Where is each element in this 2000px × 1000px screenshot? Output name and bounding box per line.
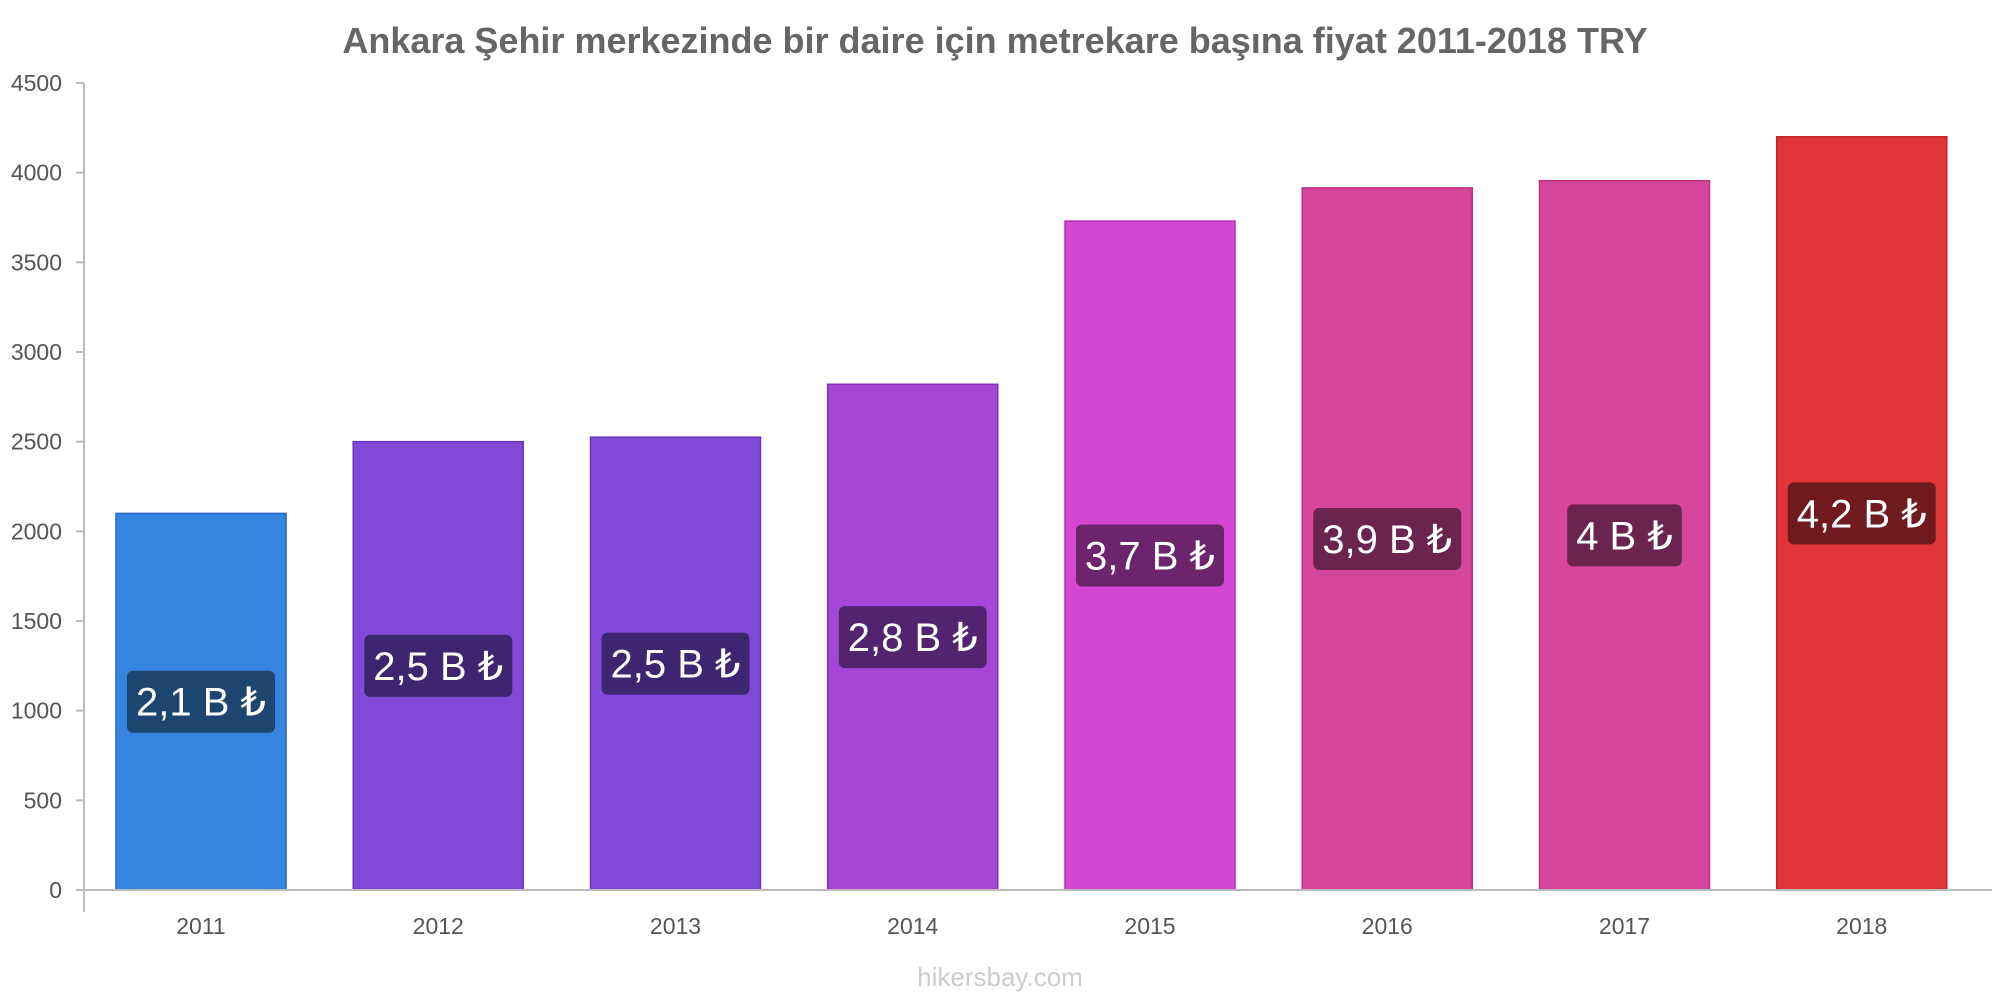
data-label-text: 3,7 B ₺	[1085, 535, 1215, 579]
data-label-text: 4 B ₺	[1576, 514, 1673, 558]
data-label-text: 2,5 B ₺	[611, 643, 741, 687]
data-label-text: 2,8 B ₺	[848, 616, 978, 660]
x-axis-ticks: 2011 2012 2013 2014 2015 2016 2017 2018	[176, 913, 1887, 939]
y-tick-label: 2000	[11, 518, 62, 544]
y-tick-label: 1000	[11, 698, 62, 724]
data-label-2015: 3,7 B ₺	[1076, 524, 1224, 587]
data-label-box	[1313, 507, 1462, 570]
data-label-box	[601, 632, 750, 695]
data-label-2017: 4 B ₺	[1567, 504, 1682, 567]
data-label-box	[127, 670, 275, 733]
data-label-box	[838, 606, 987, 669]
y-tick-label: 2500	[11, 429, 62, 455]
watermark: hikersbay.com	[917, 962, 1083, 992]
data-label-box	[364, 634, 513, 697]
data-labels: 2,1 B ₺ 2,5 B ₺ 2,5 B ₺ 2,8 B ₺ 3,7 B ₺ 3,9 B…	[127, 482, 1936, 733]
data-label-2018: 4,2 B ₺	[1787, 482, 1936, 545]
x-tick-label: 2011	[176, 913, 225, 939]
x-tick-label: 2015	[1124, 913, 1175, 939]
data-label-box	[1787, 482, 1936, 545]
data-label-2011: 2,1 B ₺	[127, 670, 275, 733]
data-label-text: 4,2 B ₺	[1797, 492, 1927, 536]
data-label-box	[1076, 524, 1224, 587]
data-label-2013: 2,5 B ₺	[601, 632, 750, 695]
data-label-2012: 2,5 B ₺	[364, 634, 513, 697]
data-label-2016: 3,9 B ₺	[1313, 507, 1462, 570]
data-label-2014: 2,8 B ₺	[838, 606, 987, 669]
x-tick-label: 2017	[1599, 913, 1650, 939]
y-tick-label: 4000	[11, 160, 62, 186]
data-label-text: 2,1 B ₺	[136, 681, 266, 725]
data-label-text: 3,9 B ₺	[1322, 518, 1452, 562]
y-tick-label: 4500	[11, 70, 62, 96]
y-tick-label: 3000	[11, 339, 62, 365]
y-tick-label: 500	[24, 787, 62, 813]
x-tick-label: 2014	[887, 913, 938, 939]
x-tick-label: 2012	[413, 913, 464, 939]
y-tick-label: 0	[49, 877, 62, 903]
y-tick-label: 1500	[11, 608, 62, 634]
chart-title: Ankara Şehir merkezinde bir daire için m…	[342, 20, 1647, 61]
data-label-text: 2,5 B ₺	[373, 645, 503, 689]
x-tick-label: 2018	[1836, 913, 1887, 939]
data-label-box	[1567, 504, 1682, 567]
x-tick-label: 2013	[650, 913, 701, 939]
y-axis-ticks: 0 500 1000 1500 2000 2500 3000 3500 4000 4500	[11, 70, 84, 903]
x-tick-label: 2016	[1362, 913, 1413, 939]
y-tick-label: 3500	[11, 249, 62, 275]
